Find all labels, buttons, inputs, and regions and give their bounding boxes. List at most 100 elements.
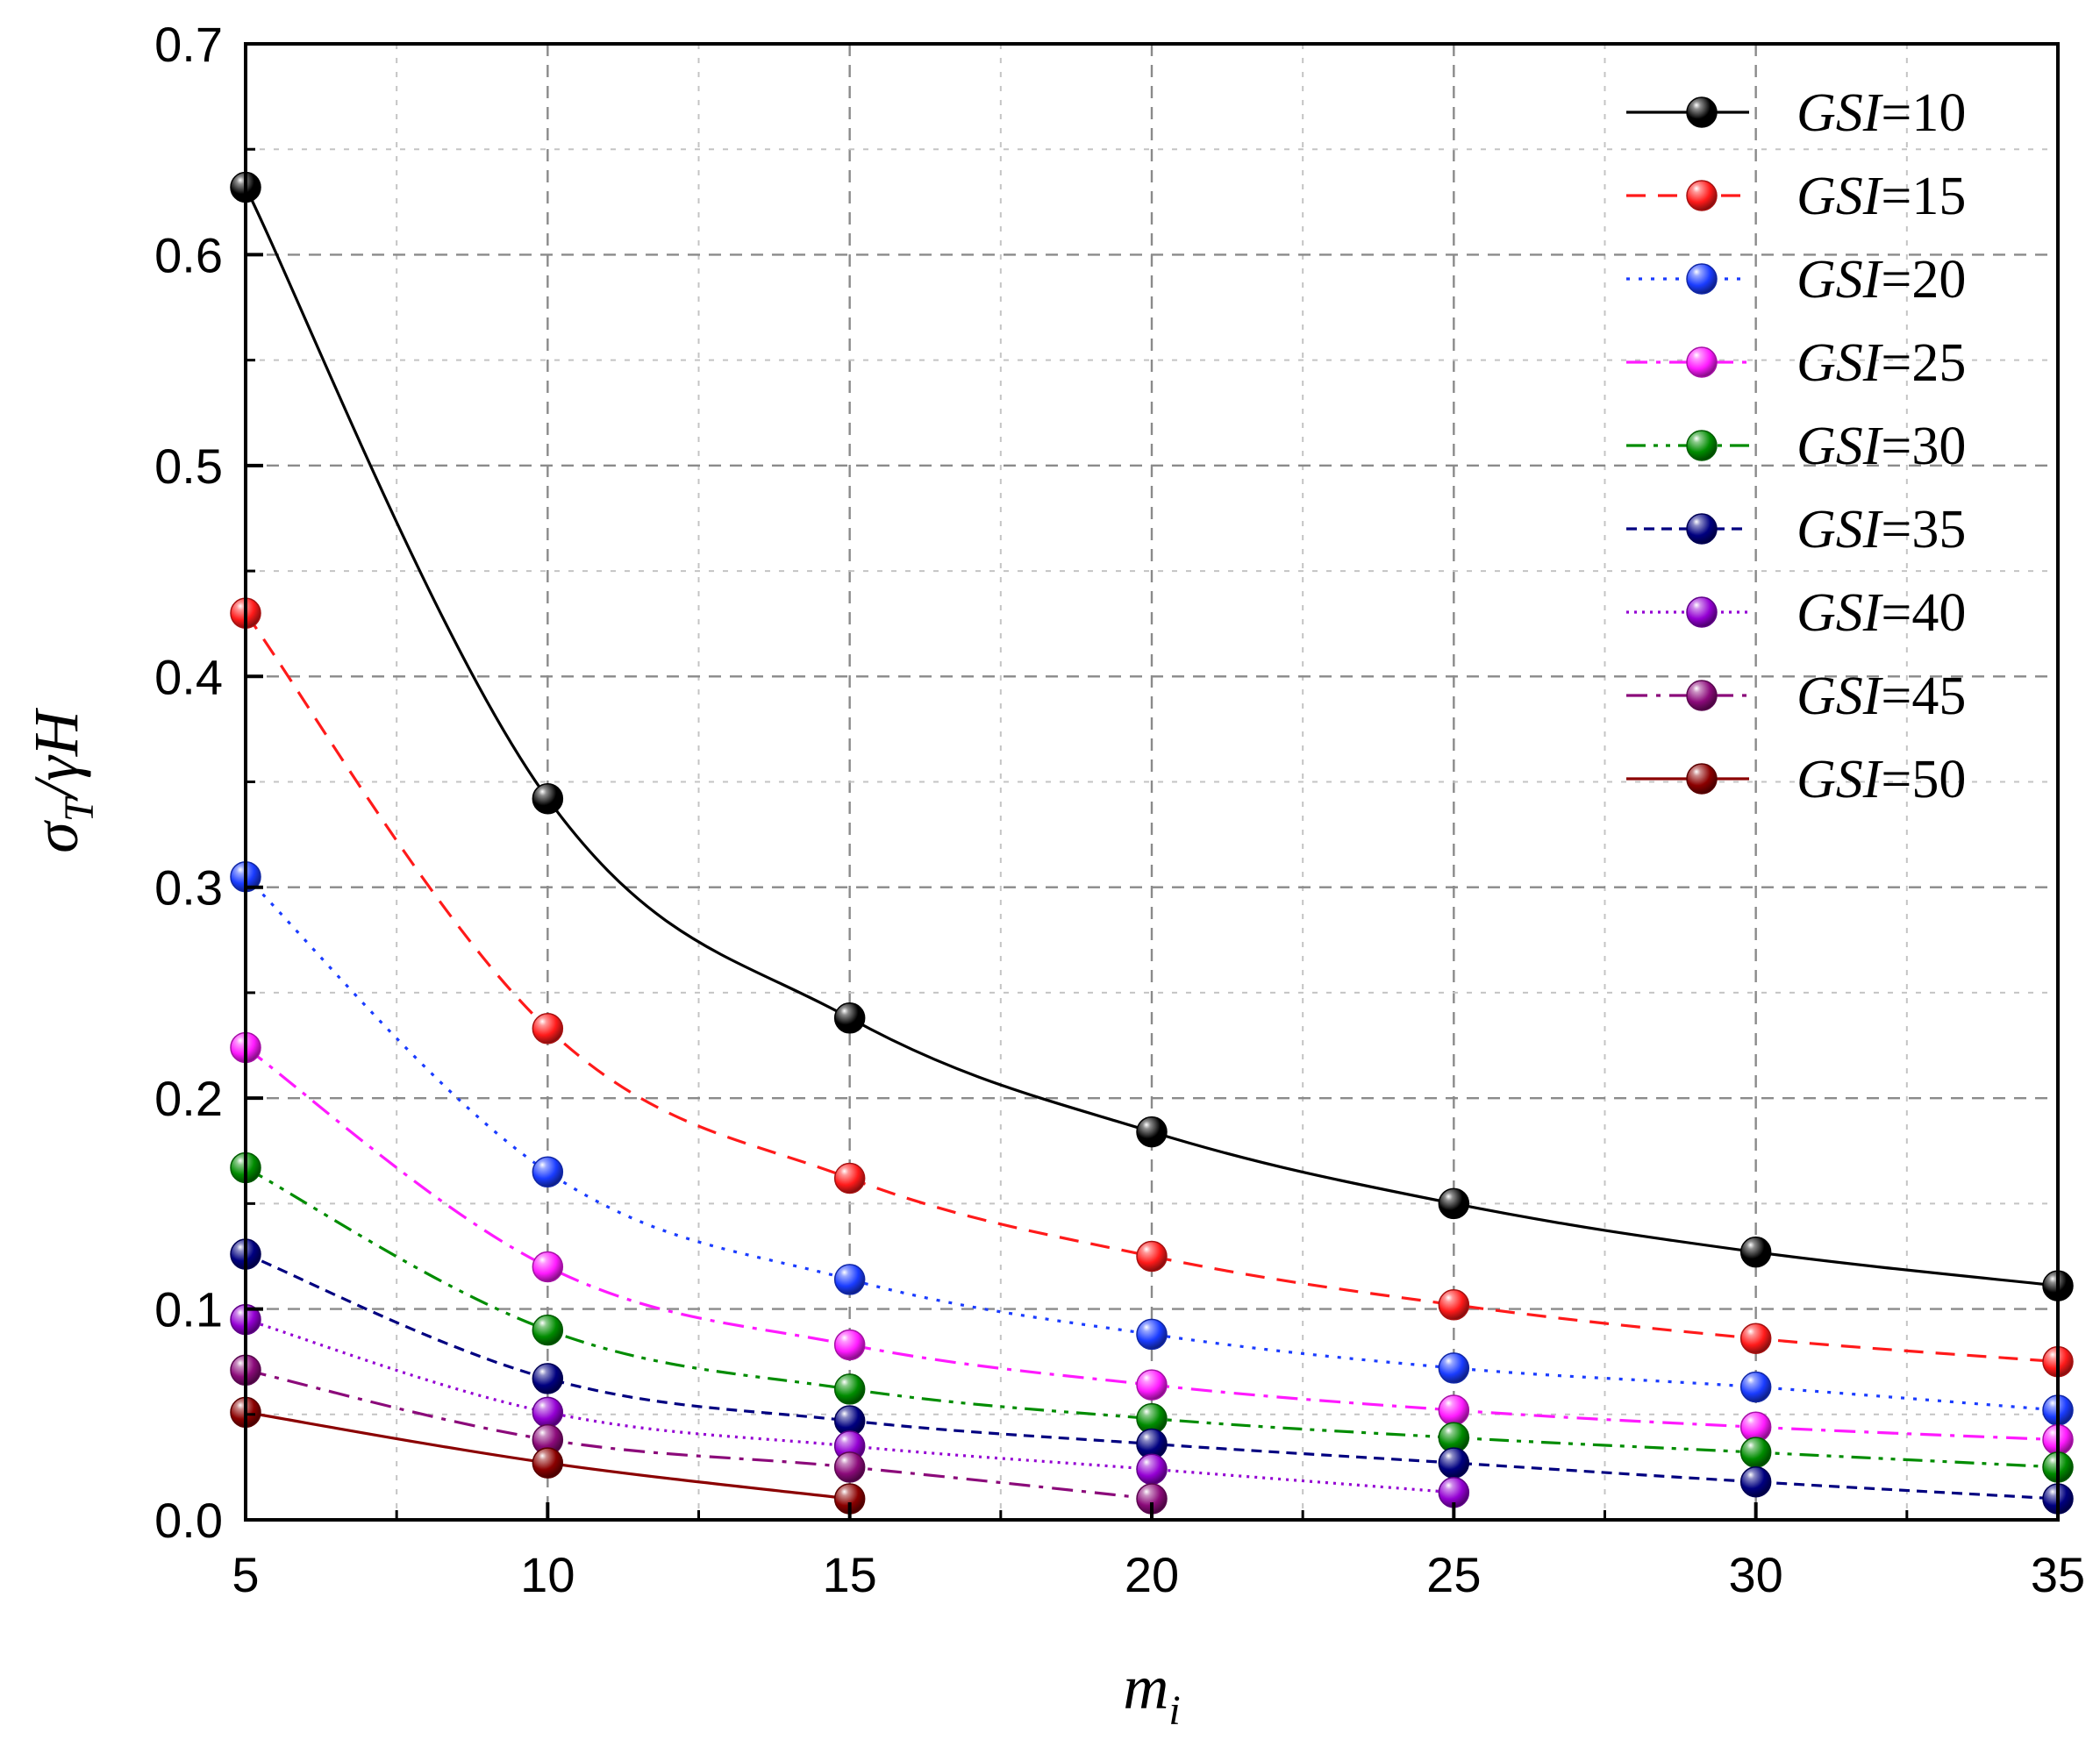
legend-marker [1686, 346, 1718, 378]
legend-label-prefix: GSI [1796, 250, 1884, 310]
data-point-gsi-30 [833, 1373, 866, 1405]
legend-item-gsi-40: GSI=40 [1626, 583, 1966, 643]
legend-label-value: =35 [1881, 500, 1966, 560]
legend-label-prefix: GSI [1796, 750, 1884, 809]
legend-label: GSI=10 [1796, 83, 1966, 143]
legend-label: GSI=20 [1796, 250, 1966, 310]
x-tick-label: 35 [2031, 1547, 2085, 1602]
data-point-gsi-10 [1739, 1236, 1772, 1268]
legend-label-prefix: GSI [1796, 667, 1884, 726]
x-axis-title-subscript: i [1168, 1687, 1180, 1734]
y-tick-label: 0.1 [154, 1282, 223, 1337]
legend-item-gsi-35: GSI=35 [1626, 500, 1966, 560]
x-axis-title: mi [1123, 1652, 1180, 1734]
y-tick-label: 0.7 [154, 17, 223, 72]
data-point-gsi-40 [1136, 1453, 1168, 1486]
data-point-gsi-10 [1438, 1187, 1470, 1220]
legend-label: GSI=15 [1796, 167, 1966, 226]
x-tick-label: 30 [1729, 1547, 1783, 1602]
legend-item-gsi-10: GSI=10 [1626, 83, 1966, 143]
legend-label-value: =25 [1881, 333, 1966, 393]
legend: GSI=10GSI=15GSI=20GSI=25GSI=30GSI=35GSI=… [1626, 83, 1966, 809]
legend-label-prefix: GSI [1796, 333, 1884, 393]
series-markers [230, 171, 2074, 1515]
data-point-gsi-30 [1739, 1437, 1772, 1468]
data-point-gsi-40 [532, 1396, 564, 1429]
data-point-gsi-20 [1739, 1371, 1772, 1403]
y-axis-title: σT/γH [21, 707, 103, 853]
legend-item-gsi-15: GSI=15 [1626, 167, 1966, 226]
data-point-gsi-15 [532, 1013, 564, 1045]
legend-item-gsi-20: GSI=20 [1626, 250, 1966, 310]
legend-label-value: =40 [1881, 583, 1966, 643]
grid [246, 44, 2058, 1520]
legend-item-gsi-45: GSI=45 [1626, 667, 1966, 726]
series-line-gsi-10 [244, 186, 2059, 1287]
legend-item-gsi-25: GSI=25 [1626, 333, 1966, 393]
legend-label: GSI=40 [1796, 583, 1966, 643]
legend-label-value: =15 [1881, 167, 1966, 226]
data-point-gsi-30 [532, 1314, 564, 1346]
data-point-gsi-20 [1136, 1318, 1168, 1351]
legend-label: GSI=25 [1796, 333, 1966, 393]
data-point-gsi-15 [1136, 1240, 1168, 1273]
data-point-gsi-15 [1739, 1323, 1772, 1354]
data-point-gsi-15 [1438, 1289, 1470, 1321]
legend-marker [1686, 180, 1718, 211]
legend-marker [1686, 96, 1718, 128]
legend-label-value: =20 [1881, 250, 1966, 310]
x-tick-label: 15 [823, 1547, 877, 1602]
data-point-gsi-35 [532, 1363, 564, 1394]
legend-item-gsi-30: GSI=30 [1626, 417, 1966, 476]
y-axis-title-subscript: T [56, 795, 103, 822]
legend-label: GSI=30 [1796, 417, 1966, 476]
data-point-gsi-20 [833, 1264, 866, 1295]
x-tick-label: 20 [1125, 1547, 1179, 1602]
data-point-gsi-45 [833, 1451, 866, 1483]
legend-label: GSI=50 [1796, 750, 1966, 809]
legend-marker [1686, 263, 1718, 295]
y-axis-title-rest: /γH [21, 707, 91, 802]
data-point-gsi-50 [532, 1447, 564, 1479]
y-tick-label: 0.4 [154, 649, 223, 704]
data-point-gsi-15 [833, 1162, 866, 1194]
y-tick-label: 0.5 [154, 438, 223, 494]
legend-label-value: =45 [1881, 667, 1966, 726]
legend-item-gsi-50: GSI=50 [1626, 750, 1966, 809]
data-point-gsi-25 [1438, 1394, 1470, 1426]
y-tick-label: 0.3 [154, 860, 223, 916]
y-tick-label: 0.6 [154, 227, 223, 282]
legend-marker [1686, 596, 1718, 628]
y-tick-label: 0.2 [154, 1071, 223, 1126]
data-point-gsi-35 [1438, 1447, 1470, 1479]
data-point-gsi-25 [833, 1329, 866, 1361]
legend-label: GSI=35 [1796, 500, 1966, 560]
axis-ticks: 5 10 15 20 25 30 35 0.0 0.1 0.2 0.3 0.4 0.5 0.6 0.7 [154, 17, 2085, 1602]
legend-label-prefix: GSI [1796, 583, 1884, 643]
data-point-gsi-20 [1438, 1352, 1470, 1384]
y-axis-title-sigma: σ [21, 820, 91, 853]
y-tick-label: 0.0 [154, 1493, 223, 1548]
data-point-gsi-10 [1136, 1116, 1168, 1148]
legend-label-value: =50 [1881, 750, 1966, 809]
legend-label-value: =10 [1881, 83, 1966, 143]
data-point-gsi-10 [532, 782, 564, 815]
legend-label-prefix: GSI [1796, 500, 1884, 560]
legend-label-prefix: GSI [1796, 417, 1884, 476]
series-line-gsi-45 [245, 1368, 1153, 1501]
data-point-gsi-35 [1739, 1465, 1772, 1498]
x-axis-title-main: m [1123, 1652, 1168, 1722]
data-point-gsi-10 [833, 1002, 866, 1034]
series-line-gsi-40 [245, 1318, 1454, 1494]
legend-label-prefix: GSI [1796, 167, 1884, 226]
legend-marker [1686, 430, 1718, 461]
legend-marker [1686, 680, 1718, 711]
legend-label-value: =30 [1881, 417, 1966, 476]
legend-label-prefix: GSI [1796, 83, 1884, 143]
legend-marker [1686, 513, 1718, 545]
x-tick-label: 10 [520, 1547, 575, 1602]
legend-marker [1686, 763, 1718, 795]
legend-label: GSI=45 [1796, 667, 1966, 726]
data-point-gsi-20 [532, 1156, 564, 1188]
